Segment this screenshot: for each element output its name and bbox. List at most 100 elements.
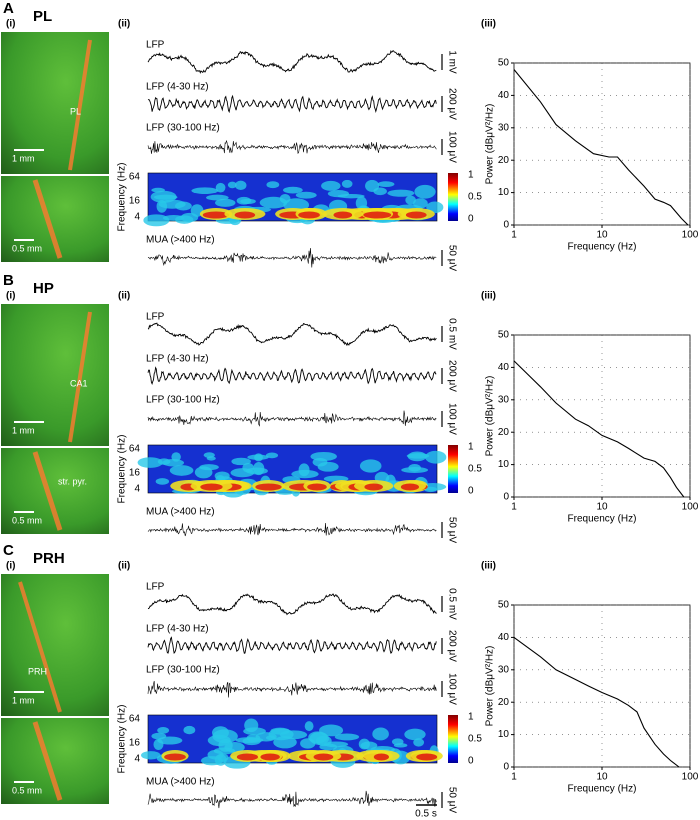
- subpanel-label: (iii): [481, 561, 496, 572]
- trace: [147, 593, 437, 616]
- spectrogram-blob: [243, 727, 266, 735]
- spectrogram-blob: [360, 459, 382, 472]
- scale-bar-label: 0.5 mm: [12, 515, 42, 525]
- spectrogram-blob: [199, 464, 219, 470]
- spectrogram-blob: [183, 726, 195, 734]
- spectrogram-blob: [408, 464, 420, 471]
- spectrogram-blob: [406, 212, 427, 219]
- trace-scale-label: 50 μV: [446, 517, 457, 544]
- scale-bar-label: 0.5 mm: [12, 785, 42, 795]
- y-tick-label: 50: [498, 600, 510, 611]
- spectrogram-blob: [143, 214, 169, 226]
- spectrogram-blob: [374, 754, 389, 761]
- spectrogram-blob: [298, 212, 320, 219]
- spectrogram-blob: [401, 484, 419, 491]
- spectrum-line: [513, 360, 685, 498]
- subpanel-label: (i): [6, 19, 15, 30]
- y-tick-label: 40: [498, 90, 510, 101]
- spectrogram-tick: 4: [134, 484, 140, 495]
- spectrogram-blob: [153, 739, 163, 750]
- spectrogram-blob: [231, 458, 251, 465]
- panel-letter: A: [3, 0, 14, 17]
- trace-label: MUA (>400 Hz): [146, 507, 215, 518]
- spectrogram-blob: [260, 754, 279, 761]
- y-tick-label: 30: [498, 664, 510, 675]
- region-name: PRH: [33, 550, 65, 567]
- y-tick-label: 0: [503, 762, 509, 773]
- spectrogram-blob: [314, 754, 334, 761]
- histology-label: str. pyr.: [58, 476, 87, 486]
- spectrogram-blob: [156, 478, 169, 485]
- spectrogram-blob: [154, 195, 178, 200]
- trace-label: LFP (30-100 Hz): [146, 395, 220, 406]
- trace-scale-label: 0.5 mV: [446, 318, 457, 350]
- spectrogram-blob: [266, 453, 278, 459]
- y-tick-label: 10: [498, 459, 510, 470]
- trace-label: LFP (4-30 Hz): [146, 82, 209, 93]
- spectrogram-blob: [360, 742, 377, 750]
- y-tick-label: 40: [498, 362, 510, 373]
- y-tick-label: 0: [503, 492, 509, 503]
- y-tick-label: 10: [498, 187, 510, 198]
- colorbar: [448, 173, 458, 221]
- x-axis-label: Frequency (Hz): [568, 784, 637, 795]
- x-axis-label: Frequency (Hz): [568, 242, 637, 253]
- trace: [147, 322, 437, 347]
- scale-bar-label: 1 mm: [12, 153, 35, 163]
- spectrogram-blob: [356, 196, 367, 209]
- spectrogram-blob: [157, 200, 167, 213]
- trace-label: LFP: [146, 312, 165, 323]
- y-axis-label: Power (dBμV²/Hz): [485, 104, 496, 185]
- spectrogram-blob: [308, 731, 327, 743]
- spectrogram-blob: [158, 458, 171, 464]
- subpanel-label: (ii): [118, 19, 130, 30]
- y-axis-label: Power (dBμV²/Hz): [485, 376, 496, 457]
- trace-label: LFP: [146, 40, 165, 51]
- probe-track: [32, 451, 63, 531]
- y-tick-label: 30: [498, 122, 510, 133]
- spectrogram-blob: [307, 484, 327, 491]
- spectrogram-blob: [296, 192, 317, 199]
- trace: [147, 50, 437, 74]
- trace-label: LFP (4-30 Hz): [146, 354, 209, 365]
- y-tick-label: 50: [498, 330, 510, 341]
- trace: [147, 139, 437, 155]
- histology-label: CA1: [70, 378, 88, 388]
- time-scale-label: 0.5 s: [415, 809, 437, 820]
- spectrogram-blob: [255, 484, 281, 491]
- spectrogram-blob: [170, 465, 194, 476]
- spectrogram-ylabel: Frequency (Hz): [117, 435, 128, 504]
- spectrogram-blob: [365, 180, 379, 192]
- trace-scale-label: 50 μV: [446, 245, 457, 272]
- colorbar-tick: 1: [468, 712, 474, 723]
- subpanel-label: (iii): [481, 19, 496, 30]
- spectrogram-tick: 16: [129, 196, 141, 207]
- spectrogram-blob: [305, 721, 314, 731]
- x-tick-label: 1: [511, 772, 517, 783]
- spectrogram-blob: [414, 185, 435, 199]
- spectrogram-blob: [280, 194, 291, 203]
- probe-track: [32, 721, 63, 801]
- subpanel-label: (i): [6, 561, 15, 572]
- colorbar: [448, 445, 458, 493]
- colorbar-tick: 0.5: [468, 734, 482, 745]
- spectrogram-blob: [157, 736, 182, 744]
- spectrogram-blob: [335, 733, 359, 740]
- trace: [147, 410, 437, 427]
- y-tick-label: 30: [498, 394, 510, 405]
- region-name: PL: [33, 8, 52, 25]
- spectrogram-blob: [363, 212, 391, 219]
- spectrogram-blob: [333, 212, 352, 219]
- spectrogram-blob: [268, 728, 293, 740]
- trace: [147, 94, 437, 114]
- trace-label: MUA (>400 Hz): [146, 235, 215, 246]
- y-tick-label: 20: [498, 155, 510, 166]
- spectrogram-blob: [324, 741, 348, 747]
- spectrogram-blob: [318, 462, 339, 472]
- spectrum-line: [513, 69, 689, 226]
- spectrogram-blob: [291, 470, 318, 478]
- trace-scale-label: 200 μV: [446, 360, 457, 392]
- colorbar-tick: 0: [468, 214, 474, 225]
- colorbar: [448, 715, 458, 763]
- y-tick-label: 50: [498, 58, 510, 69]
